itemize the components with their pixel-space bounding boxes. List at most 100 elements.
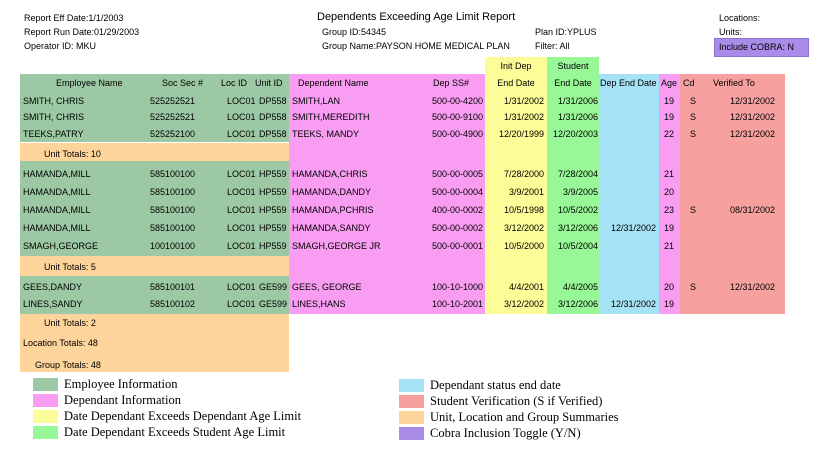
age: 19: [664, 96, 675, 106]
employee-band-2: [20, 161, 289, 256]
legend-swatch-verification: [399, 395, 424, 408]
verification-code: S: [690, 112, 697, 122]
location-totals: Location Totals: 48: [23, 338, 98, 348]
report-eff-date: Report Eff Date:1/1/2003: [24, 13, 124, 23]
student-end-date: 1/31/2006: [557, 96, 598, 106]
legend-label-dependant: Dependant Information: [64, 393, 181, 407]
operator-id: Operator ID: MKU: [24, 41, 97, 51]
student-end-date: 12/20/2003: [552, 129, 598, 139]
col-dep-end-date[interactable]: Dep End Date: [600, 78, 657, 88]
age: 19: [664, 223, 675, 233]
age: 21: [664, 169, 675, 179]
soc-sec: 585100100: [150, 205, 196, 215]
dep-ss: 100-10-2001: [431, 299, 483, 309]
dep-ss: 400-00-0002: [431, 205, 483, 215]
dep-ss: 500-00-0004: [431, 187, 483, 197]
col-dep-ss[interactable]: Dep SS#: [433, 78, 470, 88]
age: 20: [664, 282, 675, 292]
soc-sec: 585100101: [150, 282, 196, 292]
legend-label-status-end: Dependant status end date: [430, 378, 561, 392]
legend-label-dep-age: Date Dependant Exceeds Dependant Age Lim…: [64, 409, 302, 423]
dep-ss: 500-00-4200: [431, 96, 483, 106]
age: 22: [664, 129, 675, 139]
employee-name: TEEKS,PATRY: [23, 129, 84, 139]
loc-id: LOC01: [227, 282, 256, 292]
group-id: Group ID:54345: [322, 27, 387, 37]
dep-age-band: [485, 57, 547, 314]
init-dep-end-date: 3/9/2001: [508, 187, 544, 197]
employee-name: GEES,DANDY: [23, 282, 83, 292]
dependent-name: HAMANDA,DANDY: [292, 187, 372, 197]
employee-name: HAMANDA,MILL: [23, 223, 91, 233]
unit-id: HP559: [259, 241, 287, 251]
verified-to: 12/31/2002: [729, 282, 775, 292]
col-student-line2[interactable]: End Date: [554, 78, 592, 88]
verification-code: S: [690, 205, 697, 215]
unit-totals: Unit Totals: 10: [44, 149, 101, 159]
legend-swatch-dep-age: [33, 410, 58, 423]
col-loc-id[interactable]: Loc ID: [221, 78, 248, 88]
dependent-name: HAMANDA,PCHRIS: [292, 205, 374, 215]
loc-id: LOC01: [227, 129, 256, 139]
col-init-dep-line2[interactable]: End Date: [497, 78, 535, 88]
dep-ss: 100-10-1000: [431, 282, 483, 292]
unit-id: DP558: [259, 129, 287, 139]
init-dep-end-date: 7/28/2000: [503, 169, 544, 179]
col-init-dep-line1[interactable]: Init Dep: [500, 61, 532, 71]
student-end-date: 3/12/2006: [557, 223, 598, 233]
unit-id: DP558: [259, 96, 287, 106]
unit-totals-band-2: [20, 256, 289, 276]
include-cobra-toggle[interactable]: Include COBRA: N: [714, 38, 809, 57]
init-dep-end-date: 1/31/2002: [503, 112, 544, 122]
verified-to: 12/31/2002: [729, 129, 775, 139]
loc-id: LOC01: [227, 187, 256, 197]
locations-label: Locations:: [719, 13, 761, 23]
age: 19: [664, 299, 675, 309]
legend-label-cobra: Cobra Inclusion Toggle (Y/N): [430, 426, 581, 440]
dep-end-date: 12/31/2002: [610, 299, 656, 309]
employee-name: SMITH, CHRIS: [23, 112, 85, 122]
col-dependent-name[interactable]: Dependent Name: [298, 78, 369, 88]
dependent-name: HAMANDA,CHRIS: [292, 169, 368, 179]
student-end-date: 10/5/2004: [557, 241, 598, 251]
legend-label-student-age: Date Dependant Exceeds Student Age Limit: [64, 425, 286, 439]
dependent-name: SMITH,LAN: [292, 96, 341, 106]
employee-name: SMITH, CHRIS: [23, 96, 85, 106]
dep-ss: 500-00-0001: [431, 241, 483, 251]
loc-id: LOC01: [227, 169, 256, 179]
student-age-band: [547, 57, 599, 314]
dep-ss: 500-00-9100: [431, 112, 483, 122]
age: 23: [664, 205, 675, 215]
units-label: Units:: [719, 27, 743, 37]
status-end-band: [599, 74, 659, 314]
loc-id: LOC01: [227, 96, 256, 106]
report-title: Dependents Exceeding Age Limit Report: [317, 11, 516, 23]
filter: Filter: All: [535, 41, 570, 51]
unit-totals-band-1: [20, 143, 289, 161]
col-student-line1[interactable]: Student: [557, 61, 589, 71]
soc-sec: 585100100: [150, 223, 196, 233]
report-run-date: Report Run Date:01/29/2003: [24, 27, 140, 37]
unit-id: DP558: [259, 112, 287, 122]
col-soc-sec[interactable]: Soc Sec #: [162, 78, 204, 88]
verified-to: 08/31/2002: [729, 205, 775, 215]
init-dep-end-date: 10/5/1998: [503, 205, 544, 215]
col-verified-to[interactable]: Verified To: [713, 78, 755, 88]
employee-name: HAMANDA,MILL: [23, 187, 91, 197]
col-unit-id[interactable]: Unit ID: [255, 78, 283, 88]
dep-ss: 500-00-0005: [431, 169, 483, 179]
col-age[interactable]: Age: [661, 78, 678, 88]
legend-label-employee: Employee Information: [64, 377, 178, 391]
col-employee-name[interactable]: Employee Name: [56, 78, 123, 88]
age: 20: [664, 187, 675, 197]
dependent-name: GEES, GEORGE: [292, 282, 362, 292]
unit-id: HP559: [259, 187, 287, 197]
soc-sec: 585100100: [150, 187, 196, 197]
dependent-name: TEEKS, MANDY: [292, 129, 360, 139]
dep-end-date: 12/31/2002: [610, 223, 656, 233]
student-end-date: 10/5/2002: [557, 205, 598, 215]
soc-sec: 100100100: [150, 241, 196, 251]
loc-id: LOC01: [227, 205, 256, 215]
col-cd[interactable]: Cd: [683, 78, 695, 88]
unit-totals: Unit Totals: 2: [44, 318, 96, 328]
